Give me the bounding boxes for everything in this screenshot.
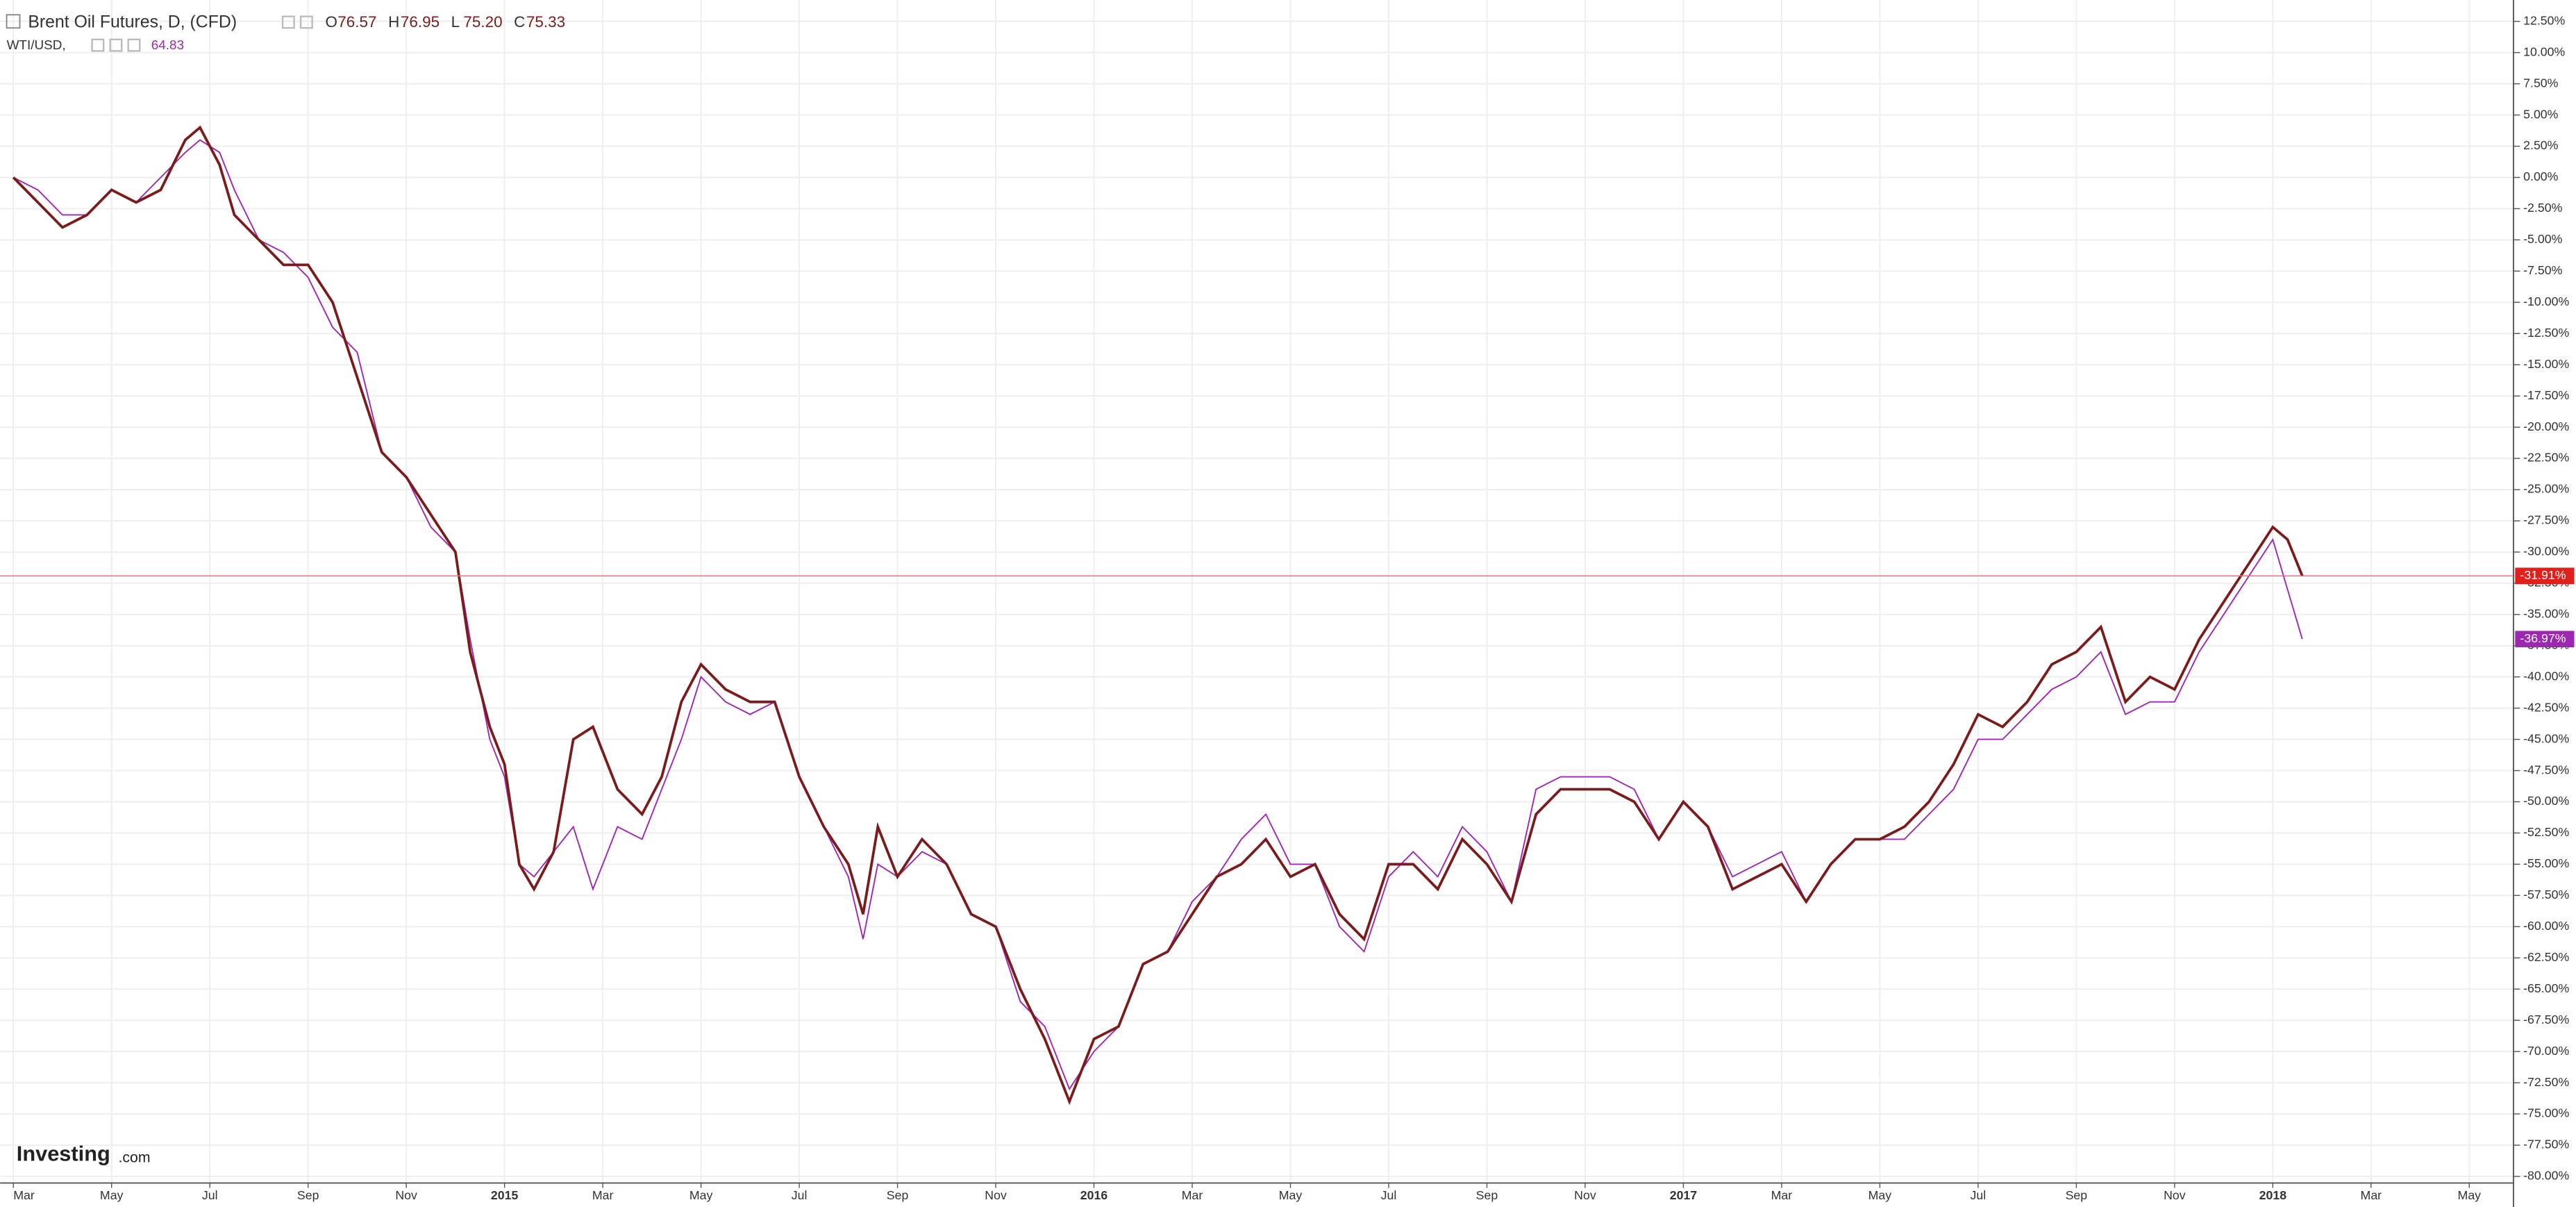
y-tick-label: 5.00% xyxy=(2523,107,2559,121)
legend-header: Brent Oil Futures, D, (CFD) O 76.57 H 76.95… xyxy=(6,13,566,53)
x-tick-label: Nov xyxy=(1574,1188,1596,1202)
y-tick-label: 10.00% xyxy=(2523,44,2565,58)
x-tick-label: Nov xyxy=(985,1188,1007,1202)
y-tick-label: -65.00% xyxy=(2523,981,2569,995)
x-tick-label: 2015 xyxy=(491,1188,519,1202)
collapse-icon[interactable] xyxy=(6,14,21,29)
y-tick-label: -12.50% xyxy=(2523,326,2569,340)
x-tick-label: May xyxy=(1868,1188,1892,1202)
y-tick-label: -2.50% xyxy=(2523,201,2562,215)
x-tick-label: Mar xyxy=(592,1188,614,1202)
y-tick-label: 2.50% xyxy=(2523,138,2559,152)
x-tick-label: Sep xyxy=(297,1188,319,1202)
y-tick-label: -70.00% xyxy=(2523,1044,2569,1058)
y-tick-label: -20.00% xyxy=(2523,419,2569,433)
y-tick-label: -40.00% xyxy=(2523,669,2569,683)
y-tick-label: -25.00% xyxy=(2523,482,2569,496)
logo-brand: Investing xyxy=(17,1141,110,1165)
ohlc-value: 76.57 xyxy=(337,13,376,31)
y-tick-label: -30.00% xyxy=(2523,544,2569,558)
x-tick-label: Sep xyxy=(887,1188,909,1202)
x-tick-label: Nov xyxy=(395,1188,417,1202)
y-tick-label: -45.00% xyxy=(2523,731,2569,745)
last-value-label: -31.91% xyxy=(2520,568,2566,582)
x-tick-label: Jul xyxy=(1381,1188,1397,1202)
y-tick-label: -55.00% xyxy=(2523,856,2569,870)
last-value-tag xyxy=(2515,631,2575,648)
x-tick-label: May xyxy=(689,1188,713,1202)
x-tick-label: May xyxy=(1279,1188,1303,1202)
x-tick-label: 2016 xyxy=(1080,1188,1108,1202)
y-tick-label: -62.50% xyxy=(2523,950,2569,964)
symbol-title: Brent Oil Futures, D, (CFD) xyxy=(28,13,237,32)
y-tick-label: 7.50% xyxy=(2523,76,2559,90)
settings-icon[interactable] xyxy=(91,38,105,52)
compare-value: 64.83 xyxy=(151,38,184,53)
x-tick-label: May xyxy=(100,1188,124,1202)
ohlc-label: O xyxy=(326,13,337,31)
x-tick-label: Sep xyxy=(2066,1188,2088,1202)
grid xyxy=(0,0,2514,1183)
ohlc-label: C xyxy=(514,13,525,31)
x-tick-label: Mar xyxy=(1182,1188,1203,1202)
y-tick-label: -50.00% xyxy=(2523,794,2569,808)
x-tick-label: May xyxy=(2458,1188,2482,1202)
y-tick-label: 0.00% xyxy=(2523,169,2559,183)
last-value-label: -36.97% xyxy=(2520,631,2566,645)
y-tick-label: -52.50% xyxy=(2523,825,2569,839)
settings-icon[interactable] xyxy=(281,15,295,29)
x-tick-label: Nov xyxy=(2164,1188,2186,1202)
series-line xyxy=(12,125,2304,1106)
y-tick-label: -7.50% xyxy=(2523,263,2562,277)
x-tick-label: Jul xyxy=(1971,1188,1987,1202)
hide-icon[interactable] xyxy=(299,15,313,29)
y-tick-label: 12.50% xyxy=(2523,13,2565,27)
logo-suffix: .com xyxy=(118,1149,150,1166)
y-tick-label: -60.00% xyxy=(2523,919,2569,933)
y-tick-label: -35.00% xyxy=(2523,607,2569,621)
y-tick-label: -57.50% xyxy=(2523,888,2569,901)
x-tick-label: Sep xyxy=(1476,1188,1498,1202)
ohlc-value: 75.33 xyxy=(526,13,565,31)
hide-icon[interactable] xyxy=(109,38,123,52)
remove-icon[interactable] xyxy=(127,38,141,52)
x-tick-label: 2017 xyxy=(1670,1188,1698,1202)
plot-area xyxy=(0,125,2514,1106)
y-tick-label: -42.50% xyxy=(2523,700,2569,714)
x-tick-label: Mar xyxy=(13,1188,35,1202)
y-tick-label: -72.50% xyxy=(2523,1075,2569,1089)
last-value-tag xyxy=(2515,567,2575,585)
y-tick-label: -22.50% xyxy=(2523,451,2569,465)
y-tick-label: -17.50% xyxy=(2523,388,2569,402)
compare-symbol: WTI/USD, xyxy=(7,38,66,53)
ohlc-value: 75.20 xyxy=(463,13,502,31)
y-tick-label: -80.00% xyxy=(2523,1169,2569,1183)
ohlc-value: 76.95 xyxy=(401,13,440,31)
y-tick-label: -67.50% xyxy=(2523,1013,2569,1026)
y-tick-label: -10.00% xyxy=(2523,294,2569,308)
axes: 12.50% 10.00% 7.50% 5.00% 2.50% 0.00% -2.50% -5… xyxy=(12,13,2575,1202)
y-tick-label: -5.00% xyxy=(2523,232,2562,246)
x-tick-label: Mar xyxy=(1771,1188,1793,1202)
ohlc-values: O 76.57 H 76.95 L 75.20 C 75.33 xyxy=(326,13,566,31)
x-tick-label: 2018 xyxy=(2259,1188,2287,1202)
y-tick-label: -75.00% xyxy=(2523,1106,2569,1120)
ohlc-label: H xyxy=(388,13,399,31)
y-tick-label: -47.50% xyxy=(2523,763,2569,776)
x-tick-label: Jul xyxy=(792,1188,808,1202)
y-tick-label: -77.50% xyxy=(2523,1138,2569,1151)
y-tick-label: -27.50% xyxy=(2523,513,2569,527)
ohlc-label: L xyxy=(451,13,460,31)
x-tick-label: Mar xyxy=(2361,1188,2382,1202)
y-tick-label: -15.00% xyxy=(2523,357,2569,371)
x-tick-label: Jul xyxy=(202,1188,218,1202)
logo: Investing .com xyxy=(17,1141,151,1165)
